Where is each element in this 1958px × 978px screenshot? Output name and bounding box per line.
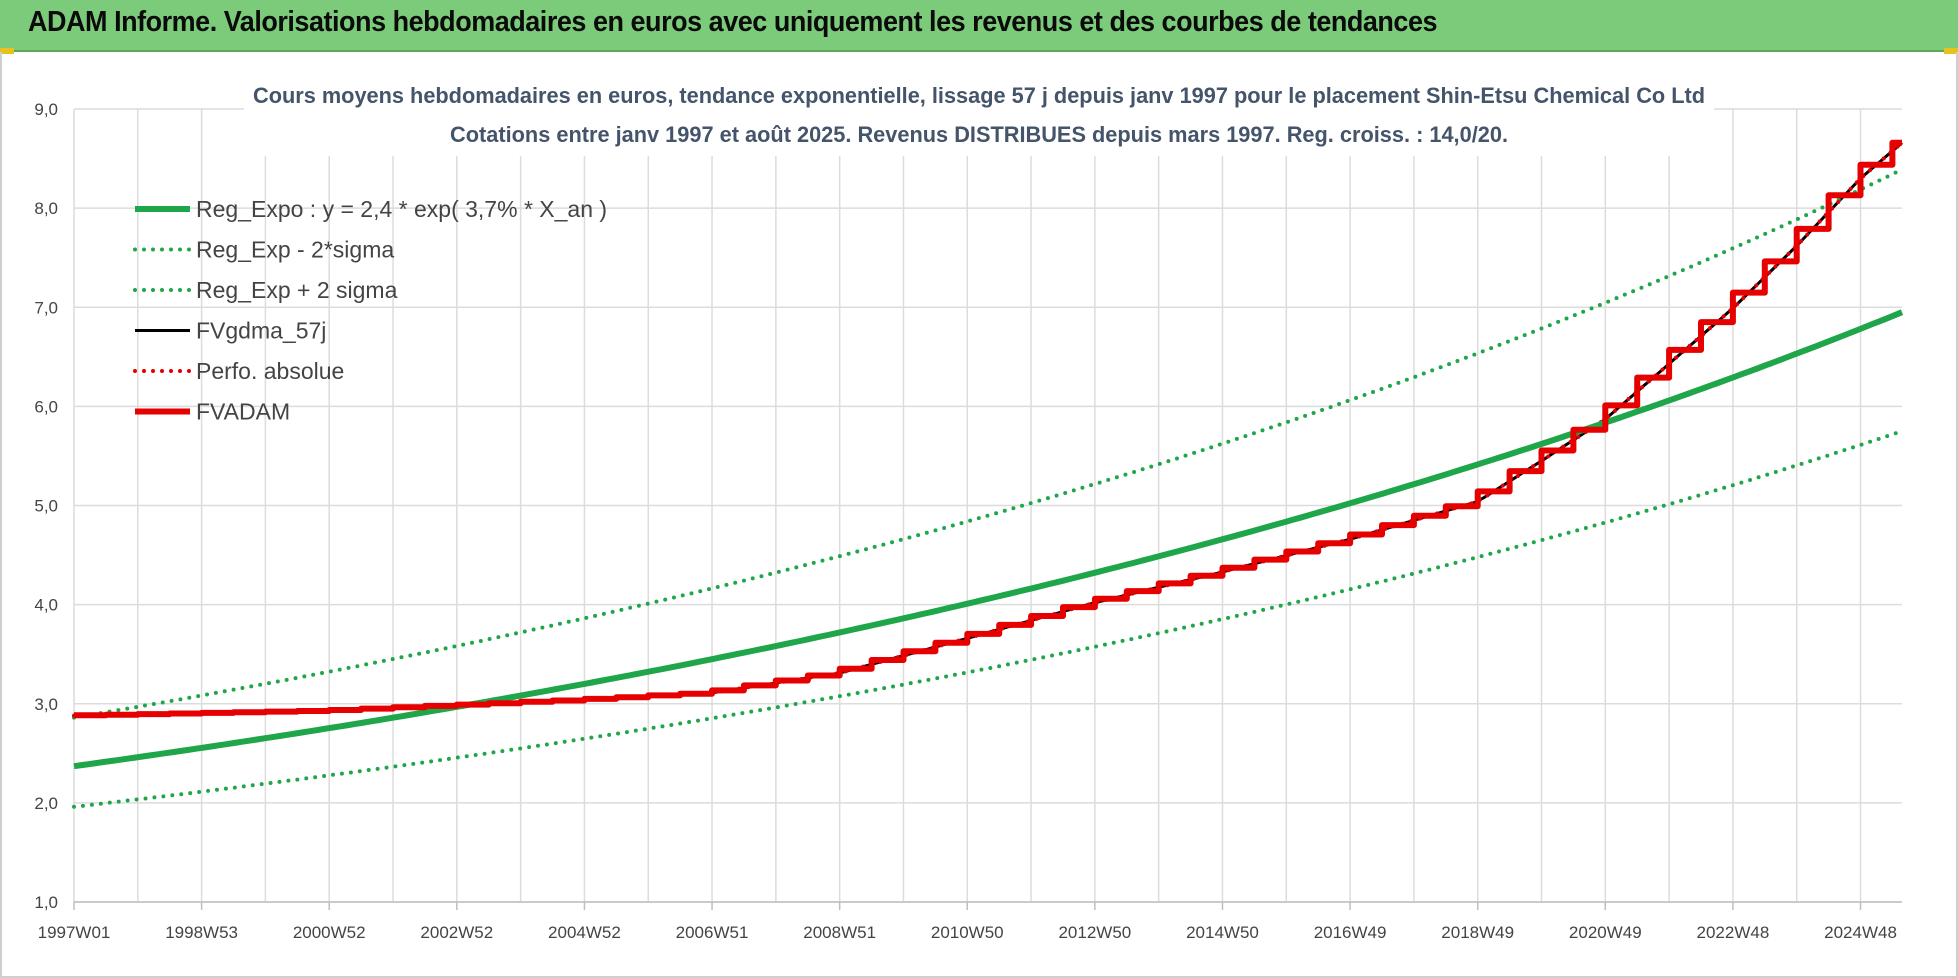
x-tick-label: 2020W49 <box>1569 923 1642 942</box>
x-tick-label: 2014W50 <box>1186 923 1259 942</box>
series-reg-exp-plus-2sigma <box>72 167 1904 720</box>
legend-label-fvgdma-57j: FVgdma_57j <box>196 318 326 344</box>
x-tick-label: 1997W01 <box>38 923 111 942</box>
x-tick-label: 2006W51 <box>676 923 749 942</box>
y-tick-label: 3,0 <box>34 695 58 714</box>
chart-legend: Reg_Expo : y = 2,4 * exp( 3,7% * X_an ) R… <box>133 196 607 425</box>
title-backdrop <box>244 74 1714 156</box>
x-tick-label: 2010W50 <box>931 923 1004 942</box>
y-tick-label: 7,0 <box>34 298 58 317</box>
x-tick-label: 2024W48 <box>1824 923 1897 942</box>
x-tick-label: 2016W49 <box>1314 923 1387 942</box>
series-fvadam <box>74 139 1902 719</box>
chart-grid <box>73 108 1902 903</box>
series-perfo-absolue <box>72 140 1904 718</box>
y-tick-label: 4,0 <box>34 596 58 615</box>
y-tick-label: 5,0 <box>34 497 58 516</box>
legend-label-fvadam: FVADAM <box>196 399 290 425</box>
series-reg-expo <box>73 309 1904 770</box>
x-tick-label: 2004W52 <box>548 923 621 942</box>
x-tick-label: 2002W52 <box>420 923 493 942</box>
chart-frame <box>0 52 1958 978</box>
corner-marker-left <box>0 48 14 54</box>
report-header: ADAM Informe. Valorisations hebdomadaire… <box>0 0 1958 52</box>
legend-label-reg-exp-plus-2sigma: Reg_Exp + 2 sigma <box>196 277 398 303</box>
x-tick-label: 2022W48 <box>1697 923 1770 942</box>
series-reg-exp-minus-2sigma <box>72 429 1904 809</box>
x-tick-label: 2018W49 <box>1441 923 1514 942</box>
y-tick-label: 1,0 <box>34 893 58 912</box>
y-tick-label: 9,0 <box>34 100 58 119</box>
x-tick-label: 2000W52 <box>293 923 366 942</box>
y-tick-label: 8,0 <box>34 199 58 218</box>
chart-title-line-1: Cours moyens hebdomadaires en euros, ten… <box>253 83 1705 108</box>
chart-axes: 1,0 2,0 3,0 4,0 5,0 6,0 7,0 8,0 9,0 1997W01 1998W5… <box>34 100 1902 942</box>
series-layer <box>72 139 1904 809</box>
corner-marker-right <box>1944 48 1958 54</box>
y-tick-label: 6,0 <box>34 397 58 416</box>
y-tick-label: 2,0 <box>34 794 58 813</box>
x-tick-label: 1998W53 <box>165 923 238 942</box>
report-title: ADAM Informe. Valorisations hebdomadaire… <box>28 6 1438 38</box>
chart-title-group: Cours moyens hebdomadaires en euros, ten… <box>244 74 1714 156</box>
x-tick-label: 2012W50 <box>1058 923 1131 942</box>
legend-label-reg-exp-minus-2sigma: Reg_Exp - 2*sigma <box>196 237 394 263</box>
x-tick-label: 2008W51 <box>803 923 876 942</box>
legend-label-perfo-absolue: Perfo. absolue <box>196 358 344 384</box>
legend-label-reg-expo: Reg_Expo : y = 2,4 * exp( 3,7% * X_an ) <box>196 196 607 222</box>
series-fvgdma-57j <box>73 141 1903 718</box>
chart-title-line-2: Cotations entre janv 1997 et août 2025. … <box>450 122 1508 147</box>
